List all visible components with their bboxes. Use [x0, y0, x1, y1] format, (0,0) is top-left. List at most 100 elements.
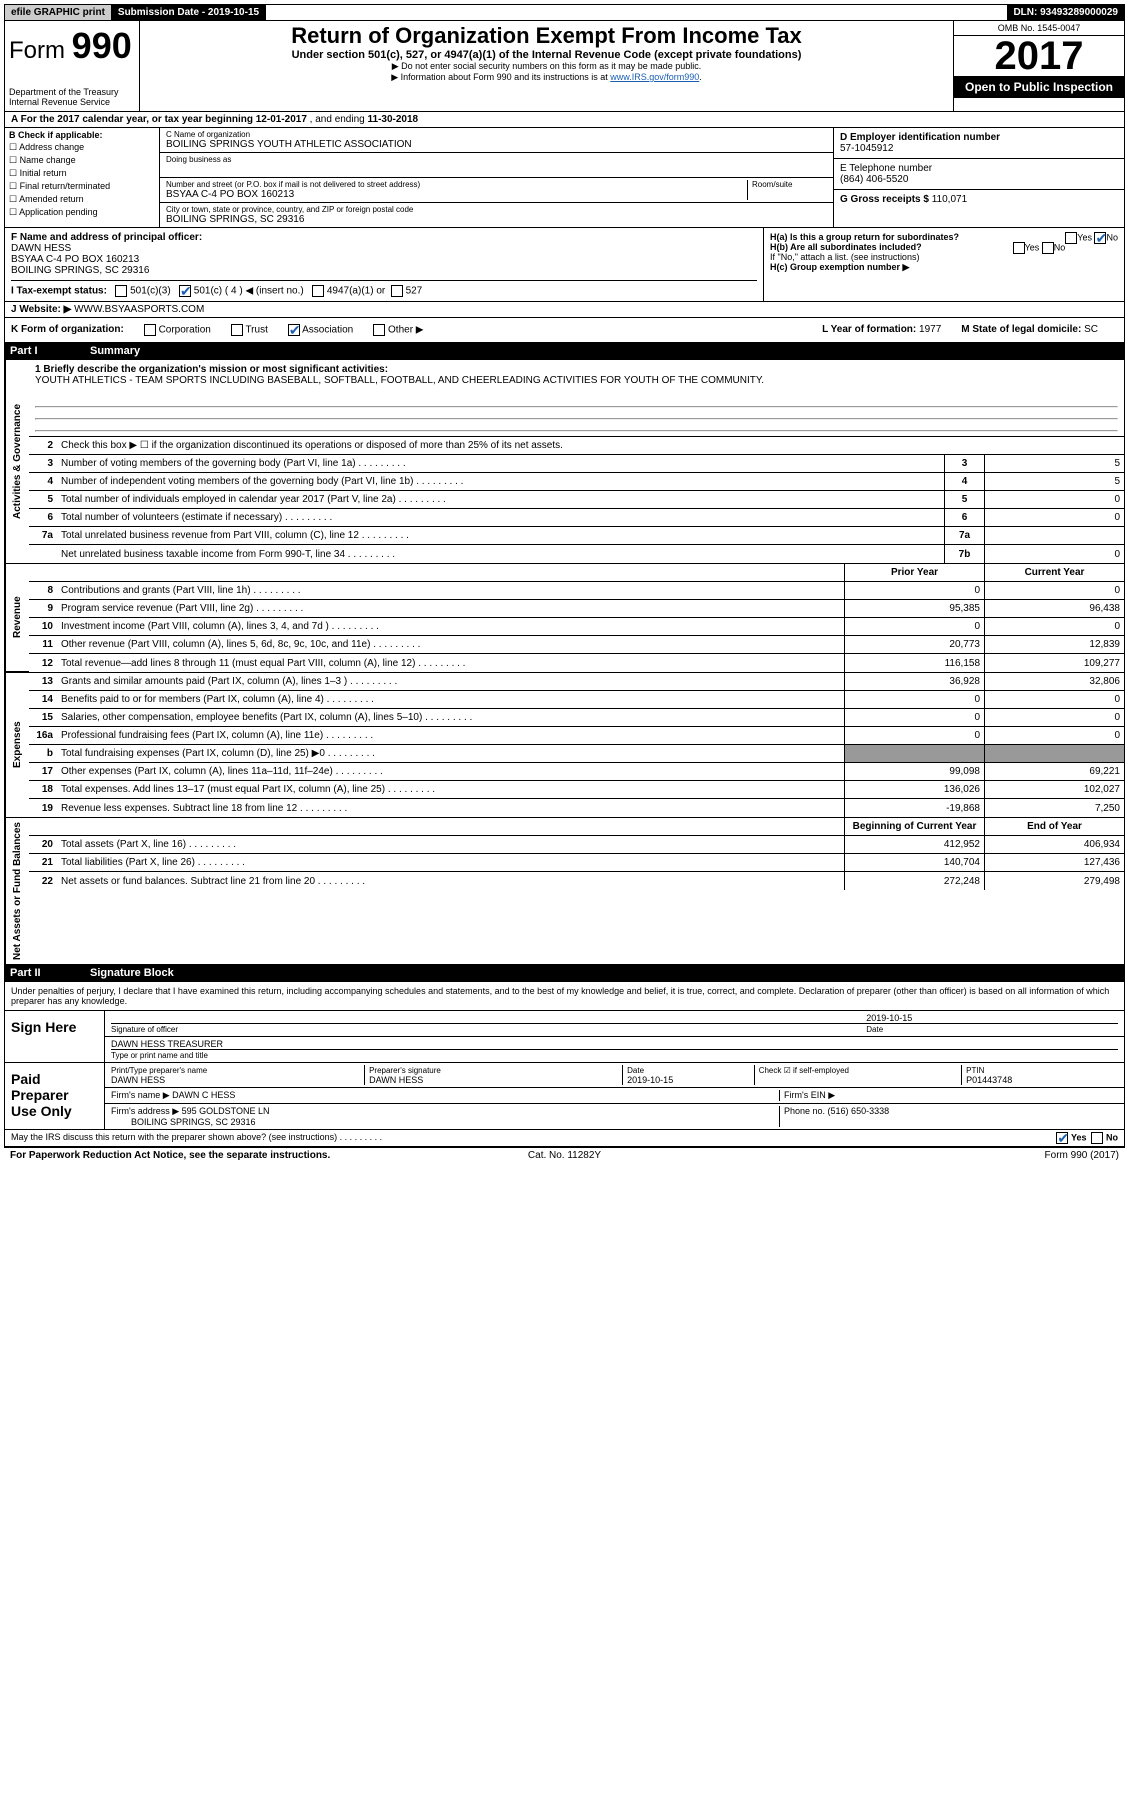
- ck-hb-yes[interactable]: [1013, 242, 1025, 254]
- hb-note: If "No," attach a list. (see instruction…: [770, 252, 1118, 262]
- open-inspection: Open to Public Inspection: [954, 76, 1124, 98]
- top-bar: efile GRAPHIC print Submission Date - 20…: [4, 4, 1125, 21]
- line7b: Net unrelated business taxable income fr…: [57, 549, 944, 560]
- submission-date: Submission Date - 2019-10-15: [112, 5, 266, 20]
- sig-officer-lbl: Signature of officer: [111, 1025, 178, 1034]
- ck-discuss-no[interactable]: [1091, 1132, 1103, 1144]
- sig-date: 2019-10-15: [866, 1013, 1118, 1024]
- hdr-end: End of Year: [984, 818, 1124, 835]
- telephone: (864) 406-5520: [840, 174, 1118, 185]
- prior-16a: 0: [844, 727, 984, 744]
- street-address: BSYAA C-4 PO BOX 160213: [166, 189, 747, 200]
- ck-app-pending[interactable]: ☐ Application pending: [9, 207, 155, 218]
- discuss-preparer: May the IRS discuss this return with the…: [11, 1132, 934, 1144]
- city-label: City or town, state or province, country…: [166, 205, 413, 214]
- lineb: Total fundraising expenses (Part IX, col…: [57, 748, 844, 759]
- preparer-sig: DAWN HESS: [369, 1075, 423, 1085]
- ck-discuss-yes[interactable]: [1056, 1132, 1068, 1144]
- officer-name-title: DAWN HESS TREASURER: [111, 1039, 1118, 1050]
- tax-year: 2017: [954, 36, 1124, 76]
- cur-13: 32,806: [984, 673, 1124, 690]
- tax-exempt-row: I Tax-exempt status: 501(c)(3) 501(c) ( …: [11, 280, 757, 297]
- cur-17: 69,221: [984, 763, 1124, 780]
- form-title: Return of Organization Exempt From Incom…: [146, 23, 947, 49]
- ck-527[interactable]: [391, 285, 403, 297]
- ck-ha-no[interactable]: [1094, 232, 1106, 244]
- cur-9: 96,438: [984, 600, 1124, 617]
- website-row: J Website: ▶ WWW.BSYAASPORTS.COM: [11, 304, 1118, 315]
- ck-corp[interactable]: [144, 324, 156, 336]
- line18: Total expenses. Add lines 13–17 (must eq…: [57, 784, 844, 795]
- domicile-lbl: M State of legal domicile:: [961, 324, 1084, 335]
- cur-b: [984, 745, 1124, 762]
- line-a: A For the 2017 calendar year, or tax yea…: [4, 112, 1125, 128]
- ck-501c[interactable]: [179, 285, 191, 297]
- side-revenue: Revenue: [5, 564, 29, 672]
- phone-label: E Telephone number: [840, 163, 1118, 174]
- ck-address-change[interactable]: ☐ Address change: [9, 142, 155, 153]
- line11: Other revenue (Part VIII, column (A), li…: [57, 639, 844, 650]
- firm-phone: Phone no. (516) 650-3338: [779, 1106, 1118, 1127]
- note-link: ▶ Information about Form 990 and its ins…: [146, 72, 947, 83]
- preparer-date: 2019-10-15: [627, 1075, 673, 1085]
- officer-addr1: BSYAA C-4 PO BOX 160213: [11, 254, 757, 265]
- part2-header: Part IISignature Block: [4, 965, 1125, 981]
- domicile: SC: [1084, 324, 1098, 335]
- hdr-current: Current Year: [984, 564, 1124, 581]
- val-7b: 0: [984, 545, 1124, 563]
- hdr-begin: Beginning of Current Year: [844, 818, 984, 835]
- ck-assoc[interactable]: [288, 324, 300, 336]
- note-ssn: ▶ Do not enter social security numbers o…: [146, 61, 947, 72]
- prior-19: -19,868: [844, 799, 984, 817]
- hdr-prior: Prior Year: [844, 564, 984, 581]
- ck-final-return[interactable]: ☐ Final return/terminated: [9, 181, 155, 192]
- prior-17: 99,098: [844, 763, 984, 780]
- form-org-label: K Form of organization:: [11, 324, 124, 336]
- val-6: 0: [984, 509, 1124, 526]
- line14: Benefits paid to or for members (Part IX…: [57, 694, 844, 705]
- ck-501c3[interactable]: [115, 285, 127, 297]
- prior-11: 20,773: [844, 636, 984, 653]
- ck-other[interactable]: [373, 324, 385, 336]
- line21: Total liabilities (Part X, line 26): [57, 857, 844, 868]
- val-7a: [984, 527, 1124, 544]
- officer-addr2: BOILING SPRINGS, SC 29316: [11, 265, 757, 276]
- val-4: 5: [984, 473, 1124, 490]
- col-b-checkboxes: B Check if applicable: ☐ Address change …: [5, 128, 160, 227]
- prior-8: 0: [844, 582, 984, 599]
- side-expenses: Expenses: [5, 673, 29, 817]
- line16a: Professional fundraising fees (Part IX, …: [57, 730, 844, 741]
- firm-address: Firm's address ▶ 595 GOLDSTONE LN BOILIN…: [111, 1106, 779, 1127]
- prior-9: 95,385: [844, 600, 984, 617]
- cur-19: 7,250: [984, 799, 1124, 817]
- prior-20: 412,952: [844, 836, 984, 853]
- ck-initial-return[interactable]: ☐ Initial return: [9, 168, 155, 179]
- val-3: 5: [984, 455, 1124, 472]
- efile-btn[interactable]: efile GRAPHIC print: [5, 5, 112, 20]
- ck-ha-yes[interactable]: [1065, 232, 1077, 244]
- ck-amended[interactable]: ☐ Amended return: [9, 194, 155, 205]
- pra-notice: For Paperwork Reduction Act Notice, see …: [10, 1150, 380, 1161]
- line17: Other expenses (Part IX, column (A), lin…: [57, 766, 844, 777]
- line10: Investment income (Part VIII, column (A)…: [57, 621, 844, 632]
- line13: Grants and similar amounts paid (Part IX…: [57, 676, 844, 687]
- line9: Program service revenue (Part VIII, line…: [57, 603, 844, 614]
- irs-link[interactable]: www.IRS.gov/form990: [610, 72, 699, 82]
- hc-exemption: H(c) Group exemption number ▶: [770, 262, 1118, 273]
- line22: Net assets or fund balances. Subtract li…: [57, 876, 844, 887]
- prior-13: 36,928: [844, 673, 984, 690]
- ck-hb-no[interactable]: [1042, 242, 1054, 254]
- ck-4947[interactable]: [312, 285, 324, 297]
- sign-here-label: Sign Here: [5, 1011, 105, 1062]
- form-header: Form 990 Department of the TreasuryInter…: [4, 21, 1125, 112]
- form-footer: Form 990 (2017): [749, 1150, 1119, 1161]
- mission-desc: 1 Briefly describe the organization's mi…: [29, 360, 1124, 437]
- dba-label: Doing business as: [166, 155, 231, 164]
- line3: Number of voting members of the governin…: [57, 458, 944, 469]
- line8: Contributions and grants (Part VIII, lin…: [57, 585, 844, 596]
- prior-10: 0: [844, 618, 984, 635]
- line12: Total revenue—add lines 8 through 11 (mu…: [57, 658, 844, 669]
- ck-trust[interactable]: [231, 324, 243, 336]
- ck-name-change[interactable]: ☐ Name change: [9, 155, 155, 166]
- cur-20: 406,934: [984, 836, 1124, 853]
